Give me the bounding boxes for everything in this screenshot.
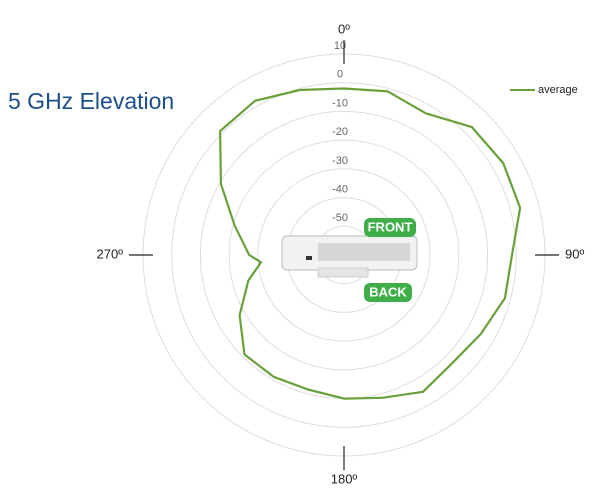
angle-label: 0º <box>338 21 350 36</box>
r-tick-label: 0 <box>337 69 343 81</box>
device-stand <box>318 268 368 277</box>
chart-title: 5 GHz Elevation <box>8 88 174 114</box>
device-vents <box>318 243 410 261</box>
back-label: BACK <box>369 284 407 299</box>
r-tick-label: -40 <box>332 183 348 195</box>
front-label: FRONT <box>368 219 413 234</box>
angle-label: 90º <box>565 246 584 261</box>
angle-label: 270º <box>97 246 124 261</box>
chart: 100-10-20-30-40-50 5 GHz Elevation FRONT… <box>0 0 593 493</box>
device-port <box>306 256 312 260</box>
legend-label: average <box>538 84 578 96</box>
r-tick-label: -10 <box>332 97 348 109</box>
device <box>282 236 417 277</box>
angle-label: 180º <box>331 471 358 486</box>
r-tick-label: -20 <box>332 126 348 138</box>
r-tick-label: -50 <box>332 212 348 224</box>
r-tick-label: -30 <box>332 155 348 167</box>
